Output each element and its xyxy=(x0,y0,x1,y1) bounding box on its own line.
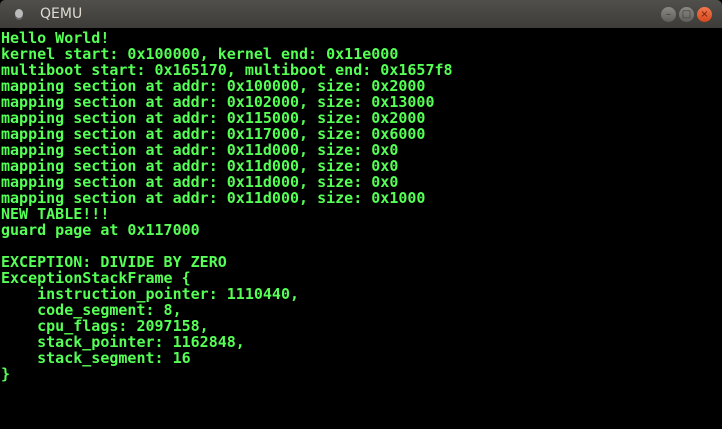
console-line: mapping section at addr: 0x11d000, size:… xyxy=(1,141,399,159)
minimize-button[interactable]: – xyxy=(661,7,676,22)
console-line: mapping section at addr: 0x102000, size:… xyxy=(1,93,435,111)
console-line: mapping section at addr: 0x115000, size:… xyxy=(1,109,426,127)
console-line: mapping section at addr: 0x100000, size:… xyxy=(1,77,426,95)
console-line: ExceptionStackFrame { xyxy=(1,269,191,287)
console-line: mapping section at addr: 0x11d000, size:… xyxy=(1,189,426,207)
window-title: QEMU xyxy=(40,6,83,22)
console-line: mapping section at addr: 0x11d000, size:… xyxy=(1,157,399,175)
console-line xyxy=(1,238,453,254)
console-line: stack_pointer: 1162848, xyxy=(1,333,245,351)
close-button[interactable]: × xyxy=(697,7,712,22)
window-titlebar[interactable]: QEMU – □ × xyxy=(0,0,722,28)
console-line: guard page at 0x117000 xyxy=(1,221,200,239)
console-line: mapping section at addr: 0x11d000, size:… xyxy=(1,173,399,191)
console-line: multiboot start: 0x165170, multiboot end… xyxy=(1,61,453,79)
console-line: mapping section at addr: 0x117000, size:… xyxy=(1,125,426,143)
console-line: } xyxy=(1,365,11,383)
maximize-icon: □ xyxy=(681,9,692,20)
console-line: code_segment: 8, xyxy=(1,301,182,319)
console-line: Hello World! xyxy=(1,29,110,47)
qemu-app-icon xyxy=(15,9,23,18)
console-line: stack_segment: 16 xyxy=(1,349,191,367)
console-output: Hello World! kernel start: 0x100000, kern… xyxy=(1,30,453,382)
maximize-button[interactable]: □ xyxy=(679,7,694,22)
vm-display[interactable] xyxy=(0,28,722,429)
console-line: EXCEPTION: DIVIDE BY ZERO xyxy=(1,253,227,271)
console-line: cpu_flags: 2097158, xyxy=(1,317,209,335)
close-icon: × xyxy=(700,9,709,20)
console-line: kernel start: 0x100000, kernel end: 0x11… xyxy=(1,45,399,63)
console-line: instruction_pointer: 1110440, xyxy=(1,285,300,303)
minimize-icon: – xyxy=(666,9,671,20)
console-line: NEW TABLE!!! xyxy=(1,205,110,223)
